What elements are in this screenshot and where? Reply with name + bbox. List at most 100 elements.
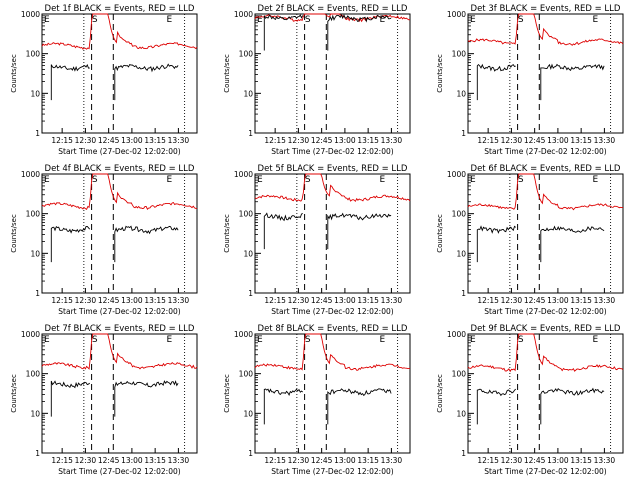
detector-panel: Det 5f BLACK = Events, RED = LLD 1 10 100 10… (213, 160, 426, 320)
start-marker-label: S (92, 175, 98, 185)
end-marker-label: E (166, 335, 172, 345)
x-tick-label: 13:15 (570, 136, 592, 145)
chart-title: Det 8f BLACK = Events, RED = LLD (258, 324, 408, 334)
x-tick-label: 12:45 (311, 296, 333, 305)
lld-series-line (41, 333, 198, 370)
events-series-line (114, 225, 179, 263)
x-tick-label: 13:30 (381, 456, 403, 465)
x-axis-title: Start Time (27-Dec-02 12:02:00) (58, 307, 180, 316)
x-axis-title: Start Time (27-Dec-02 12:02:00) (271, 147, 393, 156)
x-tick-label: 12:45 (98, 456, 120, 465)
chart-title: Det 1f BLACK = Events, RED = LLD (45, 4, 195, 14)
start-marker-label: S (518, 335, 524, 345)
plot-frame (467, 333, 624, 454)
end-marker-label: E (470, 15, 476, 25)
lld-series-line (467, 333, 624, 373)
start-marker-label: S (92, 335, 98, 345)
x-axis-title: Start Time (27-Dec-02 12:02:00) (271, 307, 393, 316)
y-tick-label: 1 (35, 289, 40, 298)
events-series-line (476, 388, 517, 425)
x-tick-label: 12:45 (98, 296, 120, 305)
plot-frame (41, 173, 198, 294)
y-tick-label: 100 (26, 210, 41, 219)
y-axis-title: Counts/sec (436, 374, 444, 413)
y-tick-label: 100 (452, 370, 467, 379)
end-marker-label: E (592, 15, 598, 25)
end-marker-label: E (166, 175, 172, 185)
detector-panel: Det 7f BLACK = Events, RED = LLD 1 10 100 10… (0, 320, 213, 480)
y-tick-label: 10 (456, 89, 466, 98)
detector-chart: Det 7f BLACK = Events, RED = LLD 1 10 100 10… (10, 324, 198, 476)
events-series-line (50, 380, 90, 417)
detector-panel: Det 9f BLACK = Events, RED = LLD 1 10 100 10… (426, 320, 639, 480)
plot-frame (41, 333, 198, 454)
x-tick-label: 13:30 (168, 136, 190, 145)
x-tick-label: 12:45 (524, 456, 546, 465)
end-marker-label: E (166, 15, 172, 25)
y-axis-title: Counts/sec (436, 214, 444, 253)
events-series-line (50, 64, 90, 101)
x-tick-label: 12:45 (98, 136, 120, 145)
lld-series-line (467, 173, 624, 211)
x-tick-label: 12:45 (524, 136, 546, 145)
y-tick-label: 1000 (234, 330, 253, 339)
start-marker-label: S (305, 15, 311, 25)
start-marker-label: S (518, 15, 524, 25)
events-series-line (114, 63, 179, 101)
y-tick-label: 1000 (447, 10, 466, 19)
detector-panel: Det 2f BLACK = Events, RED = LLD 1 10 100 10… (213, 0, 426, 160)
y-axis-title: Counts/sec (10, 374, 18, 413)
x-tick-label: 13:30 (381, 136, 403, 145)
x-tick-label: 12:30 (75, 456, 97, 465)
detector-chart: Det 2f BLACK = Events, RED = LLD 1 10 100 10… (223, 4, 411, 156)
detector-chart: Det 1f BLACK = Events, RED = LLD 1 10 100 10… (10, 4, 198, 156)
events-series-line (476, 63, 516, 101)
x-tick-label: 13:00 (547, 296, 569, 305)
y-tick-label: 1000 (234, 10, 253, 19)
x-tick-label: 12:30 (288, 136, 310, 145)
start-marker-label: S (305, 175, 311, 185)
x-tick-label: 13:00 (334, 136, 356, 145)
y-tick-label: 1 (248, 129, 253, 138)
x-tick-label: 13:00 (121, 136, 143, 145)
events-series-line (540, 387, 605, 425)
x-tick-label: 13:30 (168, 296, 190, 305)
end-marker-label: E (379, 335, 385, 345)
lld-series-line (41, 173, 198, 210)
y-tick-label: 10 (30, 409, 40, 418)
events-series-line (327, 388, 392, 425)
events-series-line (50, 226, 91, 263)
x-tick-label: 13:15 (144, 456, 166, 465)
plot-frame (254, 13, 411, 134)
y-tick-label: 1000 (447, 330, 466, 339)
end-marker-label: E (592, 175, 598, 185)
y-tick-label: 100 (239, 370, 254, 379)
y-tick-label: 1 (248, 449, 253, 458)
x-tick-label: 13:15 (144, 296, 166, 305)
detector-panel: Det 8f BLACK = Events, RED = LLD 1 10 100 10… (213, 320, 426, 480)
x-axis-title: Start Time (27-Dec-02 12:02:00) (271, 467, 393, 476)
lld-series-line (254, 173, 411, 203)
x-tick-label: 12:15 (264, 456, 286, 465)
x-tick-label: 12:45 (311, 136, 333, 145)
x-axis-title: Start Time (27-Dec-02 12:02:00) (484, 307, 606, 316)
end-marker-label: E (379, 15, 385, 25)
plot-frame (254, 173, 411, 294)
x-tick-label: 12:15 (51, 136, 73, 145)
chart-title: Det 9f BLACK = Events, RED = LLD (471, 324, 621, 334)
plot-frame (254, 333, 411, 454)
x-tick-label: 13:00 (121, 296, 143, 305)
y-tick-label: 1 (461, 129, 466, 138)
y-tick-label: 100 (26, 50, 41, 59)
detector-panel: Det 6f BLACK = Events, RED = LLD 1 10 100 10… (426, 160, 639, 320)
x-axis-title: Start Time (27-Dec-02 12:02:00) (58, 467, 180, 476)
y-tick-label: 10 (30, 89, 40, 98)
lld-series-line (254, 333, 411, 371)
x-tick-label: 12:15 (51, 296, 73, 305)
chart-title: Det 5f BLACK = Events, RED = LLD (258, 164, 408, 174)
y-tick-label: 100 (239, 50, 254, 59)
end-marker-label: E (379, 175, 385, 185)
end-marker-label: E (592, 335, 598, 345)
x-tick-label: 13:15 (570, 456, 592, 465)
